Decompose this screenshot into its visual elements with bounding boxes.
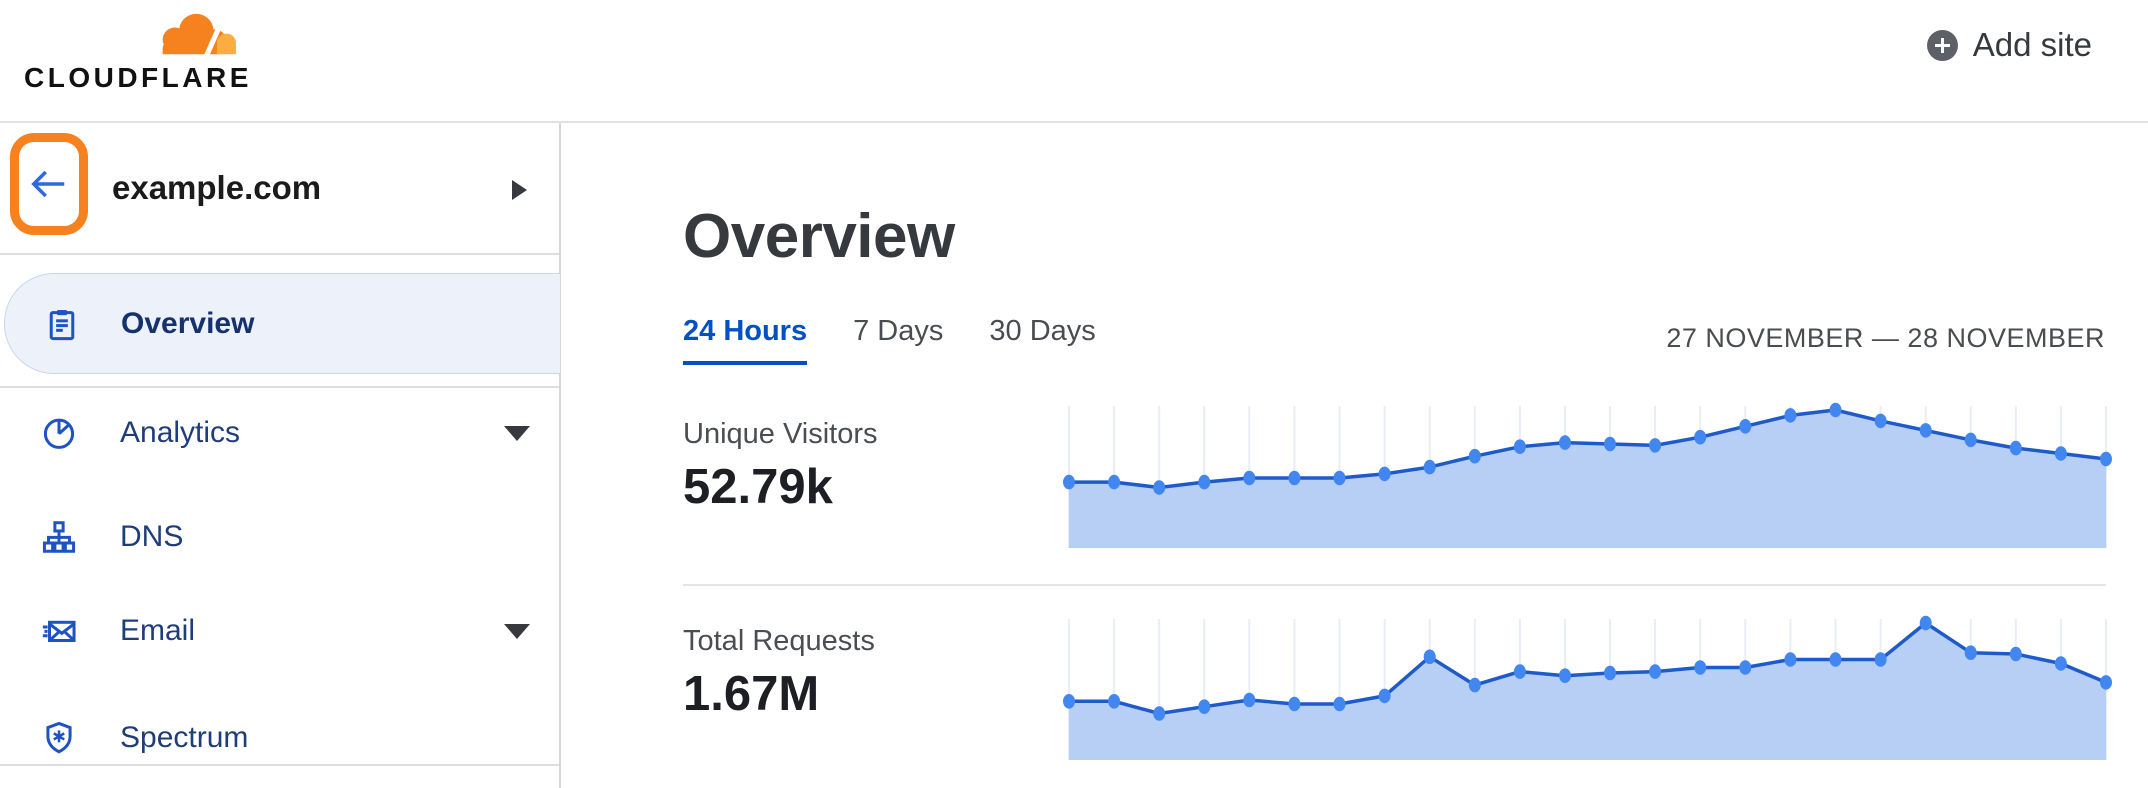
site-expander-icon[interactable]: [512, 180, 527, 200]
metric-label-total-requests: Total Requests: [683, 625, 875, 657]
tab-24-hours[interactable]: 24 Hours: [683, 315, 808, 365]
chart-total-requests[interactable]: [1063, 615, 2112, 760]
date-range: 27 NOVEMBER — 28 NOVEMBER: [1666, 323, 2105, 353]
sidebar-item-label: Overview: [121, 306, 255, 340]
sidebar-item-email[interactable]: Email: [0, 603, 559, 659]
sidebar-item-dns[interactable]: DNS: [0, 509, 559, 565]
sidebar-item-overview[interactable]: Overview: [4, 273, 560, 374]
main-content: Overview 24 Hours 7 Days 30 Days 27 NOVE…: [563, 123, 2148, 788]
metric-row-divider: [683, 584, 2106, 586]
back-button[interactable]: [10, 133, 88, 235]
cloudflare-logo: CLOUDFLARE: [24, 6, 264, 102]
cloudflare-cloud-icon: [162, 13, 236, 56]
chart-unique-visitors[interactable]: [1063, 402, 2112, 548]
time-range-tabs: 24 Hours 7 Days 30 Days: [683, 315, 1096, 365]
chevron-down-icon[interactable]: [504, 623, 530, 639]
sidebar-divider: [0, 386, 559, 388]
metric-label-unique-visitors: Unique Visitors: [683, 418, 878, 450]
metric-value-unique-visitors: 52.79k: [683, 460, 833, 514]
page-title: Overview: [683, 202, 955, 271]
top-header: CLOUDFLARE Add site: [0, 0, 2148, 123]
back-arrow-icon: [31, 170, 65, 198]
sidebar-item-label: Spectrum: [120, 721, 249, 754]
add-site-button[interactable]: Add site: [1926, 24, 2092, 66]
shield-icon: [40, 719, 78, 757]
metric-value-total-requests: 1.67M: [683, 667, 820, 721]
sidebar-item-label: Analytics: [120, 416, 241, 449]
sidebar: example.com Overview Analytics: [0, 123, 561, 788]
sidebar-item-label: DNS: [120, 520, 184, 553]
logo-wordmark: CLOUDFLARE: [24, 62, 252, 93]
sidebar-item-spectrum[interactable]: Spectrum: [0, 710, 559, 766]
site-name: example.com: [112, 169, 322, 206]
plus-icon: [1926, 29, 1958, 61]
pie-chart-icon: [40, 414, 78, 452]
sidebar-item-analytics[interactable]: Analytics: [0, 405, 559, 461]
chevron-down-icon[interactable]: [504, 425, 530, 441]
email-icon: [40, 612, 78, 650]
sidebar-divider: [0, 764, 559, 766]
tab-30-days[interactable]: 30 Days: [989, 315, 1096, 347]
add-site-label: Add site: [1972, 26, 2092, 63]
sitemap-icon: [40, 518, 78, 556]
tab-7-days[interactable]: 7 Days: [853, 315, 944, 347]
clipboard-icon: [43, 305, 81, 343]
sidebar-item-label: Email: [120, 614, 196, 647]
site-header: example.com: [0, 123, 559, 255]
